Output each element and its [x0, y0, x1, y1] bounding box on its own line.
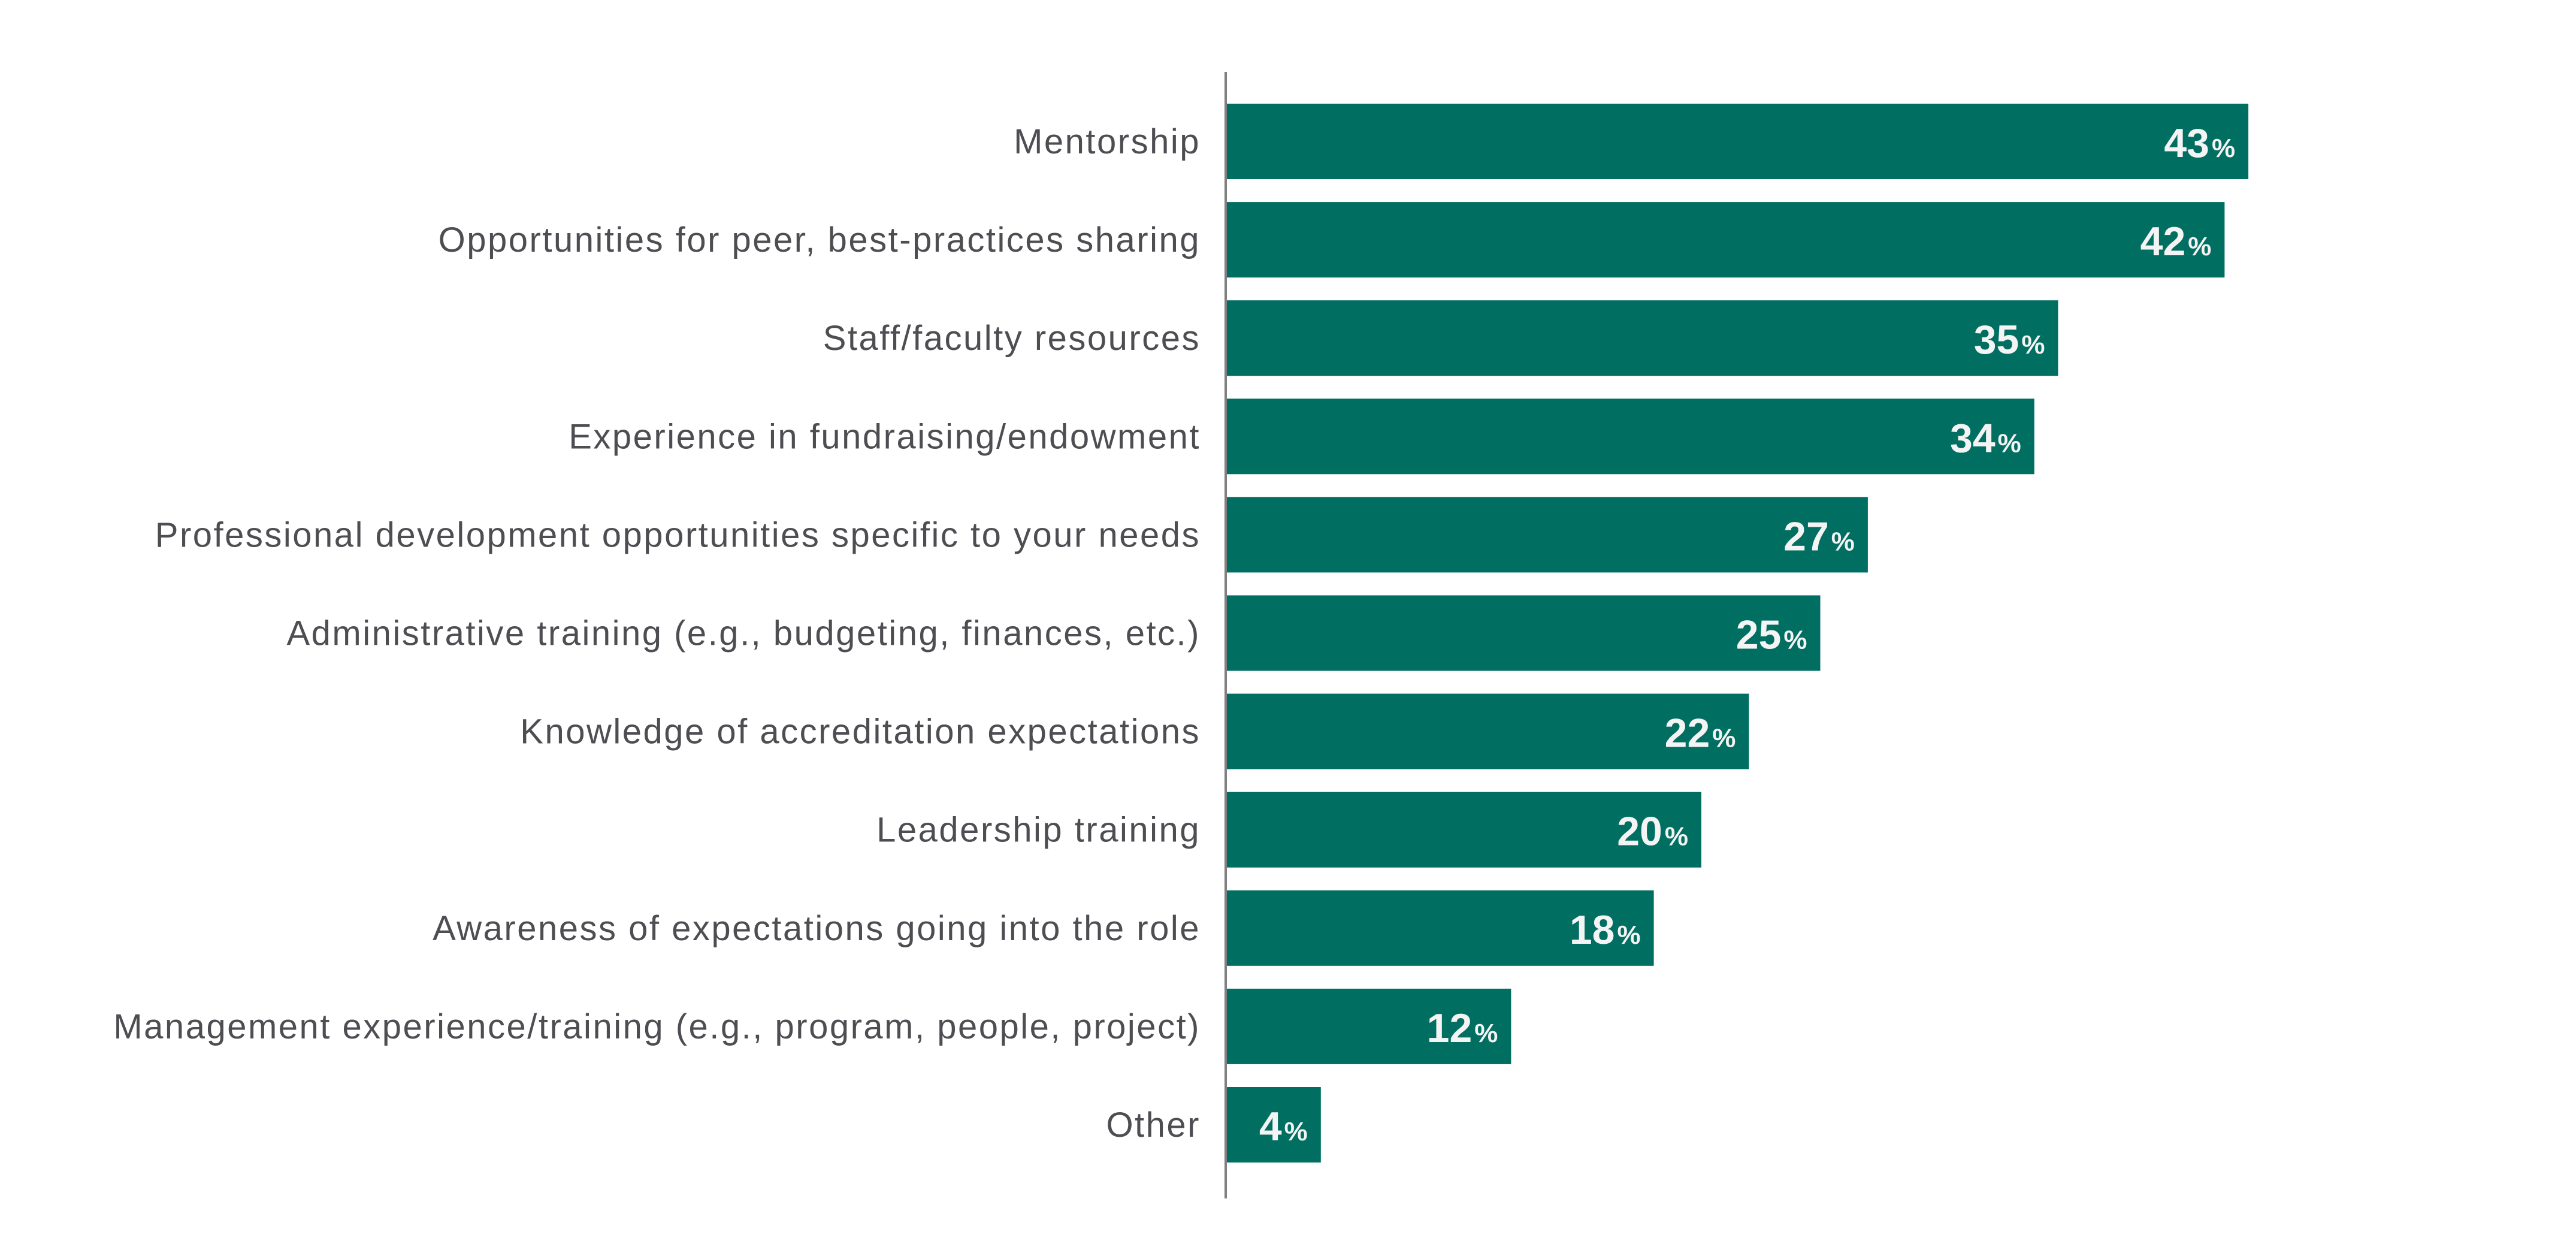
data-label: 35%: [1974, 317, 2045, 363]
data-label-value: 34: [1950, 415, 1996, 461]
data-label: 18%: [1570, 907, 1641, 953]
data-label: 34%: [1950, 415, 2021, 461]
bar: [1226, 104, 2249, 179]
bar: [1226, 792, 1701, 868]
data-label-value: 35: [1974, 317, 2019, 363]
data-label-suffix: %: [1998, 428, 2021, 458]
data-label-value: 27: [1783, 514, 1829, 559]
data-label: 27%: [1783, 514, 1855, 559]
bar: [1226, 497, 1868, 573]
category-label: Mentorship: [1014, 122, 1201, 161]
category-label: Knowledge of accreditation expectations: [520, 712, 1201, 751]
category-label: Leadership training: [876, 811, 1201, 850]
data-label-suffix: %: [2188, 232, 2211, 261]
category-label: Professional development opportunities s…: [155, 515, 1201, 554]
data-label-value: 22: [1665, 711, 1710, 756]
data-label-suffix: %: [1712, 724, 1736, 753]
data-label-value: 12: [1427, 1006, 1473, 1051]
data-label: 20%: [1617, 809, 1688, 855]
data-label-value: 4: [1259, 1104, 1282, 1149]
data-label-value: 25: [1736, 612, 1782, 658]
data-label-suffix: %: [1783, 626, 1807, 655]
category-label: Awareness of expectations going into the…: [433, 909, 1201, 948]
category-label: Other: [1106, 1106, 1201, 1145]
data-label-suffix: %: [1284, 1117, 1308, 1146]
bar: [1226, 398, 2034, 475]
data-label: 42%: [2140, 219, 2212, 264]
data-label-value: 18: [1570, 907, 1615, 953]
bar: [1226, 595, 1821, 671]
category-label: Staff/faculty resources: [823, 319, 1201, 358]
category-label: Opportunities for peer, best-practices s…: [439, 221, 1201, 259]
data-label: 4%: [1259, 1104, 1308, 1149]
bar: [1226, 693, 1749, 769]
data-label-value: 42: [2140, 219, 2186, 264]
bar: [1226, 890, 1654, 966]
data-label-suffix: %: [1665, 822, 1688, 852]
data-label-value: 20: [1617, 809, 1662, 855]
data-label-suffix: %: [1831, 527, 1855, 556]
bar: [1226, 300, 2058, 376]
data-label-value: 43: [2164, 120, 2209, 166]
data-label: 12%: [1427, 1006, 1498, 1051]
data-label: 22%: [1665, 711, 1736, 756]
category-label: Management experience/training (e.g., pr…: [113, 1007, 1201, 1046]
bar: [1226, 1087, 1321, 1163]
data-label: 25%: [1736, 612, 1807, 658]
category-label: Experience in fundraising/endowment: [569, 417, 1201, 456]
data-label-suffix: %: [2212, 134, 2235, 163]
category-label: Administrative training (e.g., budgeting…: [286, 614, 1201, 653]
bar: [1226, 988, 1511, 1064]
data-label-suffix: %: [1617, 920, 1640, 950]
data-label-suffix: %: [2021, 330, 2045, 360]
data-label: 43%: [2164, 120, 2235, 166]
bar: [1226, 202, 2225, 278]
data-label-suffix: %: [1474, 1019, 1498, 1048]
